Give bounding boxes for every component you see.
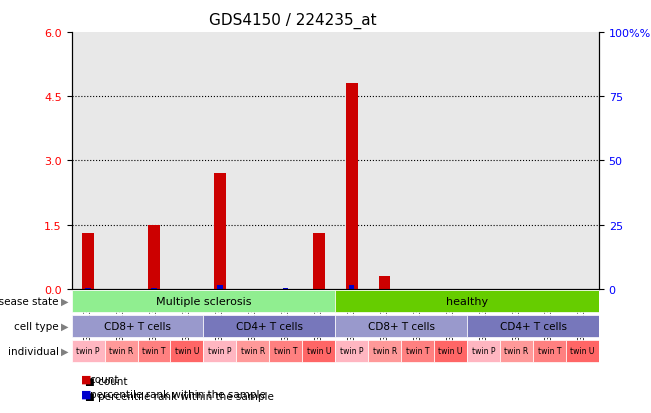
Text: twin R: twin R bbox=[241, 347, 265, 356]
Text: twin T: twin T bbox=[274, 347, 298, 356]
Text: Multiple sclerosis: Multiple sclerosis bbox=[156, 297, 251, 306]
FancyBboxPatch shape bbox=[270, 340, 302, 362]
Bar bbox=[283, 288, 288, 289]
FancyBboxPatch shape bbox=[203, 340, 236, 362]
FancyBboxPatch shape bbox=[335, 340, 368, 362]
Text: count: count bbox=[90, 374, 119, 384]
FancyBboxPatch shape bbox=[72, 315, 203, 337]
FancyBboxPatch shape bbox=[335, 315, 467, 337]
FancyBboxPatch shape bbox=[335, 290, 599, 313]
FancyBboxPatch shape bbox=[236, 340, 270, 362]
Bar bbox=[349, 285, 354, 289]
Text: ■ percentile rank within the sample: ■ percentile rank within the sample bbox=[85, 391, 273, 401]
FancyBboxPatch shape bbox=[467, 340, 500, 362]
Bar bbox=[152, 288, 157, 289]
FancyBboxPatch shape bbox=[72, 290, 335, 313]
Text: twin T: twin T bbox=[538, 347, 561, 356]
Text: twin P: twin P bbox=[472, 347, 495, 356]
Bar bbox=[346, 84, 357, 289]
Bar bbox=[82, 234, 94, 289]
FancyBboxPatch shape bbox=[171, 340, 203, 362]
Text: CD8+ T cells: CD8+ T cells bbox=[104, 321, 171, 331]
Text: ■: ■ bbox=[81, 389, 92, 399]
Text: CD4+ T cells: CD4+ T cells bbox=[236, 321, 303, 331]
Bar bbox=[313, 234, 325, 289]
Bar bbox=[379, 276, 391, 289]
Text: ▶: ▶ bbox=[61, 321, 68, 331]
Text: CD8+ T cells: CD8+ T cells bbox=[368, 321, 435, 331]
Text: twin P: twin P bbox=[208, 347, 232, 356]
Text: twin R: twin R bbox=[372, 347, 397, 356]
Text: twin T: twin T bbox=[143, 347, 166, 356]
FancyBboxPatch shape bbox=[467, 315, 599, 337]
Text: twin P: twin P bbox=[340, 347, 363, 356]
Text: CD4+ T cells: CD4+ T cells bbox=[499, 321, 566, 331]
Text: twin U: twin U bbox=[570, 347, 594, 356]
FancyBboxPatch shape bbox=[137, 340, 171, 362]
Text: cell type: cell type bbox=[14, 321, 59, 331]
FancyBboxPatch shape bbox=[72, 340, 105, 362]
Text: twin U: twin U bbox=[307, 347, 331, 356]
Text: disease state: disease state bbox=[0, 297, 59, 306]
Text: ▶: ▶ bbox=[61, 346, 68, 356]
Bar bbox=[217, 285, 223, 289]
Text: percentile rank within the sample: percentile rank within the sample bbox=[90, 389, 266, 399]
Text: ▶: ▶ bbox=[61, 297, 68, 306]
Bar bbox=[148, 225, 159, 289]
FancyBboxPatch shape bbox=[302, 340, 335, 362]
FancyBboxPatch shape bbox=[401, 340, 434, 362]
Text: individual: individual bbox=[8, 346, 59, 356]
Text: twin P: twin P bbox=[76, 347, 100, 356]
FancyBboxPatch shape bbox=[105, 340, 137, 362]
FancyBboxPatch shape bbox=[533, 340, 566, 362]
Text: twin U: twin U bbox=[174, 347, 199, 356]
FancyBboxPatch shape bbox=[368, 340, 401, 362]
FancyBboxPatch shape bbox=[566, 340, 599, 362]
Text: twin R: twin R bbox=[505, 347, 529, 356]
Text: twin U: twin U bbox=[438, 347, 463, 356]
Text: twin T: twin T bbox=[406, 347, 430, 356]
Text: ■ count: ■ count bbox=[85, 376, 127, 386]
FancyBboxPatch shape bbox=[500, 340, 533, 362]
Text: GDS4150 / 224235_at: GDS4150 / 224235_at bbox=[209, 12, 377, 28]
Text: twin R: twin R bbox=[109, 347, 133, 356]
Bar bbox=[214, 174, 226, 289]
FancyBboxPatch shape bbox=[203, 315, 335, 337]
FancyBboxPatch shape bbox=[434, 340, 467, 362]
Text: healthy: healthy bbox=[446, 297, 488, 306]
Text: ■: ■ bbox=[81, 374, 92, 384]
